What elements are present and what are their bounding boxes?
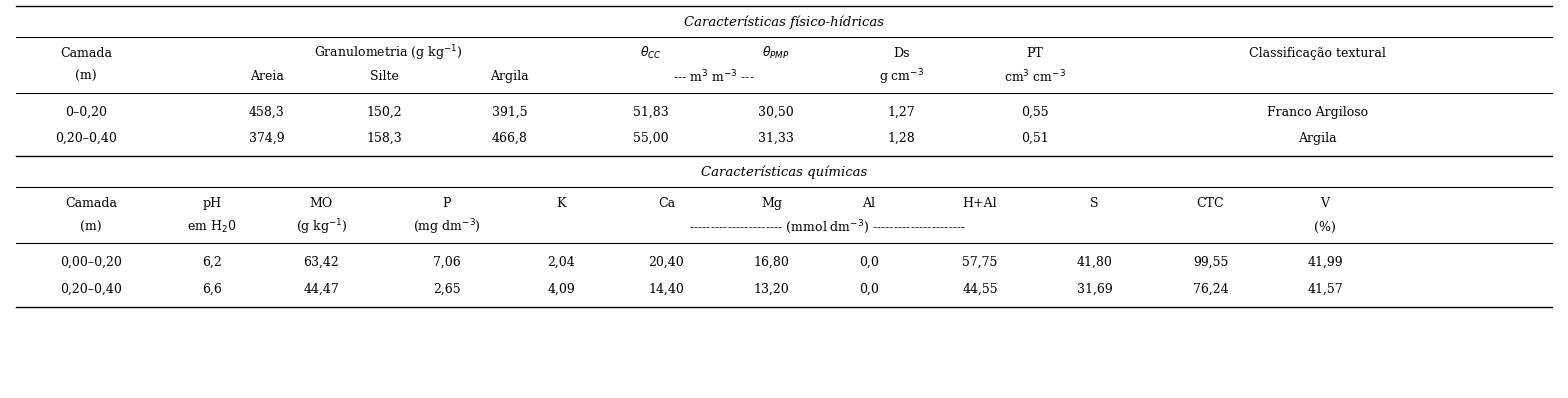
- Text: (mg dm$^{-3}$): (mg dm$^{-3}$): [412, 217, 481, 237]
- Text: (g kg$^{-1}$): (g kg$^{-1}$): [296, 217, 347, 237]
- Text: 55,00: 55,00: [633, 132, 668, 145]
- Text: Camada: Camada: [64, 197, 118, 210]
- Text: Classificação textural: Classificação textural: [1248, 47, 1386, 60]
- Text: 99,55: 99,55: [1193, 256, 1228, 269]
- Text: 41,57: 41,57: [1308, 283, 1342, 295]
- Text: 14,40: 14,40: [649, 283, 684, 295]
- Text: 2,04: 2,04: [547, 256, 575, 269]
- Text: (m): (m): [75, 70, 97, 83]
- Text: 76,24: 76,24: [1193, 283, 1228, 295]
- Text: 16,80: 16,80: [754, 256, 789, 269]
- Text: 44,55: 44,55: [963, 283, 997, 295]
- Text: Ca: Ca: [659, 197, 674, 210]
- Text: 458,3: 458,3: [249, 105, 284, 119]
- Text: Características físico-hídricas: Características físico-hídricas: [684, 16, 884, 29]
- Text: Silte: Silte: [370, 70, 398, 83]
- Text: (%): (%): [1314, 220, 1336, 234]
- Text: 158,3: 158,3: [367, 132, 401, 145]
- Text: 6,2: 6,2: [202, 256, 221, 269]
- Text: Mg: Mg: [760, 197, 782, 210]
- Text: 374,9: 374,9: [249, 132, 284, 145]
- Text: PT: PT: [1027, 47, 1043, 60]
- Text: 150,2: 150,2: [367, 105, 401, 119]
- Text: 0,20–0,40: 0,20–0,40: [60, 283, 122, 295]
- Text: 466,8: 466,8: [492, 132, 527, 145]
- Text: 4,09: 4,09: [547, 283, 575, 295]
- Text: Franco Argiloso: Franco Argiloso: [1267, 105, 1367, 119]
- Text: 0,0: 0,0: [859, 256, 878, 269]
- Text: Granulometria (g kg$^{-1}$): Granulometria (g kg$^{-1}$): [314, 43, 463, 63]
- Text: Argila: Argila: [491, 70, 528, 83]
- Text: CTC: CTC: [1196, 197, 1225, 210]
- Text: 51,83: 51,83: [633, 105, 668, 119]
- Text: Ds: Ds: [894, 47, 909, 60]
- Text: (m): (m): [80, 220, 102, 234]
- Text: --- m$^{3}$ m$^{-3}$ ---: --- m$^{3}$ m$^{-3}$ ---: [673, 68, 754, 85]
- Text: S: S: [1090, 197, 1099, 210]
- Text: 41,80: 41,80: [1077, 256, 1112, 269]
- Text: $\theta_{CC}$: $\theta_{CC}$: [640, 45, 662, 61]
- Text: MO: MO: [310, 197, 332, 210]
- Text: 30,50: 30,50: [759, 105, 793, 119]
- Text: ---------------------- (mmol dm$^{-3}$) ----------------------: ---------------------- (mmol dm$^{-3}$) …: [690, 218, 966, 236]
- Text: 391,5: 391,5: [492, 105, 527, 119]
- Text: 31,69: 31,69: [1077, 283, 1112, 295]
- Text: 63,42: 63,42: [304, 256, 339, 269]
- Text: Características químicas: Características químicas: [701, 166, 867, 179]
- Text: 44,47: 44,47: [304, 283, 339, 295]
- Text: g cm$^{-3}$: g cm$^{-3}$: [880, 67, 924, 86]
- Text: 1,27: 1,27: [887, 105, 916, 119]
- Text: V: V: [1320, 197, 1330, 210]
- Text: P: P: [442, 197, 452, 210]
- Text: 57,75: 57,75: [963, 256, 997, 269]
- Text: em H$_2$0: em H$_2$0: [187, 219, 237, 235]
- Text: 31,33: 31,33: [759, 132, 793, 145]
- Text: 1,28: 1,28: [887, 132, 916, 145]
- Text: 0,0: 0,0: [859, 283, 878, 295]
- Text: Argila: Argila: [1298, 132, 1336, 145]
- Text: 41,99: 41,99: [1308, 256, 1342, 269]
- Text: 0,51: 0,51: [1021, 132, 1049, 145]
- Text: $\theta_{PMP}$: $\theta_{PMP}$: [762, 45, 790, 61]
- Text: 2,65: 2,65: [433, 283, 461, 295]
- Text: 13,20: 13,20: [754, 283, 789, 295]
- Text: 6,6: 6,6: [202, 283, 221, 295]
- Text: 0,00–0,20: 0,00–0,20: [60, 256, 122, 269]
- Text: 7,06: 7,06: [433, 256, 461, 269]
- Text: Areia: Areia: [249, 70, 284, 83]
- Text: cm$^{3}$ cm$^{-3}$: cm$^{3}$ cm$^{-3}$: [1004, 68, 1066, 85]
- Text: 20,40: 20,40: [649, 256, 684, 269]
- Text: Camada: Camada: [60, 47, 113, 60]
- Text: 0,55: 0,55: [1021, 105, 1049, 119]
- Text: pH: pH: [202, 197, 221, 210]
- Text: Al: Al: [862, 197, 875, 210]
- Text: K: K: [557, 197, 566, 210]
- Text: H+Al: H+Al: [963, 197, 997, 210]
- Text: 0–0,20: 0–0,20: [66, 105, 107, 119]
- Text: 0,20–0,40: 0,20–0,40: [55, 132, 118, 145]
